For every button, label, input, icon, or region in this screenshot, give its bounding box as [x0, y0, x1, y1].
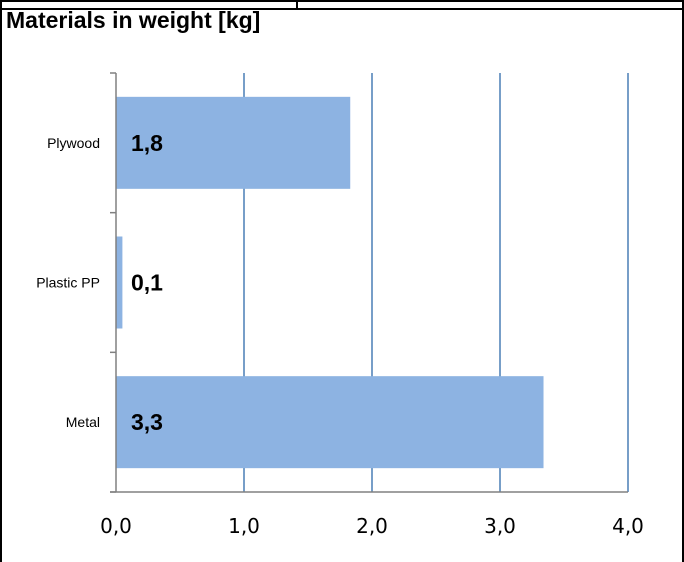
x-tick-label: 3,0 [484, 514, 516, 538]
chart-title: Materials in weight [kg] [6, 7, 261, 33]
category-label: Plastic PP [36, 275, 100, 291]
bar-plywood [116, 96, 351, 189]
bar-metal [116, 376, 544, 469]
bar-plastic-pp [116, 236, 123, 329]
data-label: 3,3 [131, 409, 163, 435]
frame-divider [296, 0, 298, 9]
x-tick-label: 2,0 [356, 514, 388, 538]
x-tick-label: 4,0 [612, 514, 644, 538]
frame-inner-border [0, 8, 684, 10]
category-label: Metal [66, 414, 100, 430]
x-tick-label: 1,0 [228, 514, 260, 538]
data-label: 0,1 [131, 270, 163, 296]
category-label: Plywood [47, 135, 100, 151]
frame-left-border [0, 0, 2, 562]
data-label: 1,8 [131, 130, 163, 156]
x-tick-label: 0,0 [100, 514, 132, 538]
frame-right-border [682, 0, 684, 562]
frame-top-border [0, 0, 684, 2]
